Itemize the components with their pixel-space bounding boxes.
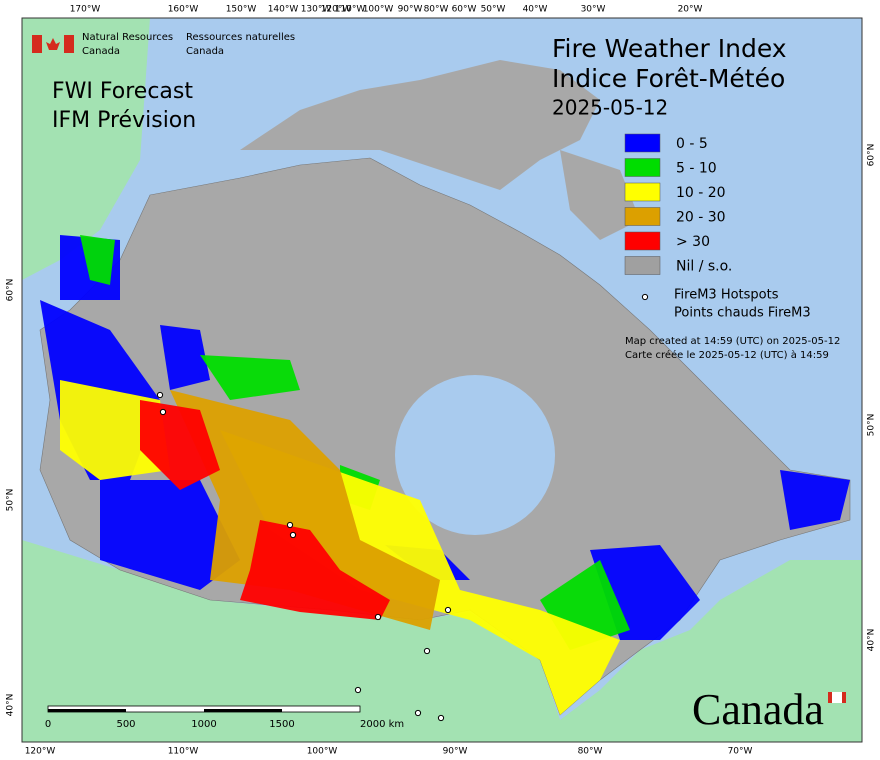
graticule-label: 120°W <box>321 5 352 15</box>
baffin-island <box>560 150 640 240</box>
legend-swatch <box>624 256 661 275</box>
scale-label: 1000 <box>191 719 216 730</box>
fwi-area <box>160 325 210 390</box>
graticule-label: 110°W <box>335 5 366 15</box>
fwi-area <box>170 390 440 630</box>
hotspot <box>374 613 382 621</box>
graticule-label: 120°W <box>25 747 56 757</box>
hotspot <box>444 606 452 614</box>
legend-label: Nil / s.o. <box>676 259 732 275</box>
graticule-label: 130°W <box>301 5 332 15</box>
org-name: Ressources naturelles <box>186 32 295 43</box>
map-note: Map created at 14:59 (UTC) on 2025-05-12 <box>625 336 840 347</box>
graticule-label: 70°W <box>728 747 753 757</box>
graticule-label: 60°N <box>867 144 877 167</box>
legend-swatch <box>624 207 661 226</box>
legend-swatch <box>624 133 661 153</box>
legend-hotspot <box>641 293 649 301</box>
graticule-label: 90°W <box>398 5 423 15</box>
hotspot <box>414 709 422 717</box>
legend-label: FireM3 Hotspots <box>674 288 779 303</box>
scale-label: 0 <box>45 719 51 730</box>
legend-label: 0 - 5 <box>676 136 708 152</box>
hotspot <box>286 521 294 529</box>
graticule-label: 90°W <box>443 747 468 757</box>
fwi-area <box>200 355 300 400</box>
org-name: Canada <box>186 46 224 57</box>
legend-label: 10 - 20 <box>676 185 726 201</box>
graticule-label: 20°W <box>678 5 703 15</box>
graticule-label: 60°N <box>6 279 16 302</box>
legend-label: 20 - 30 <box>676 210 726 226</box>
scale-bar-segment <box>204 709 282 712</box>
graticule-label: 50°N <box>6 489 16 512</box>
scale-bar-segment <box>48 709 126 712</box>
map-note: Carte créée le 2025-05-12 (UTC) à 14:59 <box>625 349 829 361</box>
graticule-label: 100°W <box>307 747 338 757</box>
graticule-label: 80°W <box>424 5 449 15</box>
legend-swatch <box>624 231 661 251</box>
alaska <box>22 18 150 280</box>
graticule-label: 150°W <box>226 5 257 15</box>
map-frame <box>21 17 863 743</box>
legend-label: 5 - 10 <box>676 161 717 177</box>
graticule-label: 140°W <box>268 5 299 15</box>
index-title: Indice Forêt-Météo <box>552 64 785 93</box>
product-title: IFM Prévision <box>52 108 196 133</box>
fwi-areas <box>40 235 850 715</box>
wordmark-flag <box>832 692 842 703</box>
hotspot <box>156 391 164 399</box>
product-title: FWI Forecast <box>52 79 193 104</box>
graticule-label: 50°N <box>867 414 877 437</box>
fwi-area <box>80 235 115 285</box>
scale-label: 500 <box>116 719 135 730</box>
graticule-label: 100°W <box>363 5 394 15</box>
usa <box>22 540 862 742</box>
fwi-area <box>100 480 240 590</box>
fwi-area <box>780 470 850 530</box>
hotspot <box>437 714 445 722</box>
arctic-islands <box>240 60 600 190</box>
graticule-label: 40°W <box>523 5 548 15</box>
graticule-label: 40°N <box>6 694 16 717</box>
index-title: Fire Weather Index <box>552 34 787 63</box>
hotspot <box>289 531 297 539</box>
graticule-label: 170°W <box>70 5 101 15</box>
wordmark: Canada <box>692 685 824 734</box>
fwi-area <box>140 400 220 490</box>
graticule-label: 50°W <box>481 5 506 15</box>
legend-label: > 30 <box>676 234 710 250</box>
flag-bar <box>64 35 74 53</box>
fwi-area <box>240 520 390 620</box>
legend-swatch <box>624 158 661 177</box>
legend-label: Points chauds FireM3 <box>674 306 811 321</box>
flag-leaf <box>46 38 60 50</box>
scale-label: 1500 <box>269 719 294 730</box>
org-name: Canada <box>82 46 120 57</box>
date: 2025-05-12 <box>552 96 668 120</box>
graticule-label: 30°W <box>581 5 606 15</box>
hotspot <box>354 686 362 694</box>
legend-swatch <box>624 182 661 202</box>
graticule-label: 60°W <box>452 5 477 15</box>
flag-bar <box>32 35 42 53</box>
map-body <box>22 18 862 742</box>
hotspot <box>159 408 167 416</box>
hotspot <box>423 647 431 655</box>
hudson-bay <box>395 375 555 535</box>
graticule-label: 80°W <box>578 747 603 757</box>
graticule-label: 110°W <box>168 747 199 757</box>
graticule-label: 160°W <box>168 5 199 15</box>
graticule-label: 40°N <box>867 629 877 652</box>
scale-label: 2000 km <box>360 719 404 730</box>
org-name: Natural Resources <box>82 32 173 43</box>
